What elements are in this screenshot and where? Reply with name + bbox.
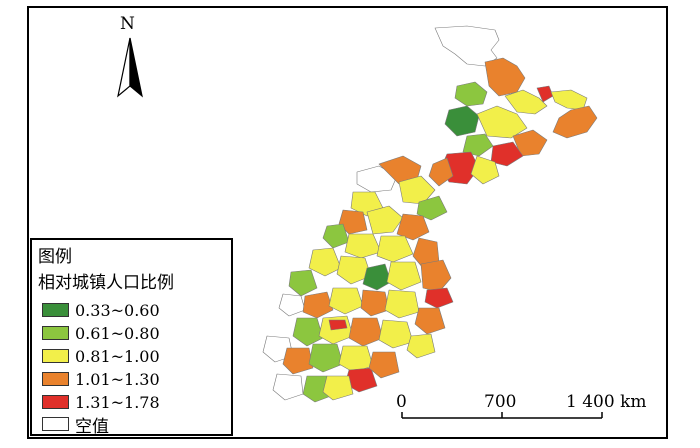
legend-item-label: 0.61~0.80 [75,323,160,343]
region-ne-darkgreen-1 [444,105,480,137]
region-c-yellow-4 [328,287,364,315]
region-nc-yellow-4 [344,233,382,259]
legend-item-label: 1.01~1.30 [75,369,160,389]
region-c-yellow-5 [384,289,420,319]
region-nc-orange-1 [378,155,422,185]
region-c-orange-1 [420,259,452,293]
legend-item-label: 空值 [75,416,109,437]
region-ne-yellow-4 [470,155,500,185]
scale-label-0: 0 [396,392,407,412]
legend-subtitle: 相对城镇人口比例 [38,273,174,293]
region-c-yellow-1 [308,247,342,277]
legend-item: 空值 [42,414,109,437]
region-s-red-1 [328,319,348,331]
scale-label-1400: 1 400 km [566,392,647,412]
region-c-orange-4 [414,307,446,335]
scale-label-700: 700 [484,392,517,412]
north-arrow-label: N [120,14,135,34]
region-ne-yellow-3 [476,105,528,139]
legend-swatch [42,349,69,363]
legend-item: 0.61~0.80 [42,323,160,343]
region-s-yellow-3 [406,333,436,359]
region-s-yellow-5 [322,375,354,401]
region-nc-yellow-3 [366,205,404,235]
legend-item: 0.81~1.00 [42,346,160,366]
region-c-green-1 [288,269,318,297]
region-s-yellow-2 [378,319,414,349]
region-s-orange-1 [348,317,384,347]
region-c-white-1 [278,293,306,317]
region-c-darkgreen-1 [362,263,392,291]
region-s-orange-2 [282,347,314,375]
region-c-orange-3 [360,289,390,317]
region-c-yellow-2 [336,255,372,285]
region-s-white-2 [272,373,304,401]
region-ne-orange-4 [428,157,454,187]
region-s-green-1 [292,317,324,347]
north-arrow-icon [117,37,143,98]
legend-swatch [42,303,69,317]
region-nc-yellow-5 [376,235,414,263]
legend-title: 图例 [38,247,72,267]
legend-item: 1.01~1.30 [42,369,160,389]
region-s-green-3 [302,375,332,403]
region-nc-orange-2 [338,209,368,235]
map-legend: 图例 相对城镇人口比例 0.33~0.60 0.61~0.80 0.81~1.0… [30,238,233,437]
region-nc-white-1 [356,165,398,193]
scale-bar [401,412,603,419]
legend-item: 0.33~0.60 [42,300,160,320]
region-nc-green-1 [416,195,448,221]
region-nc-yellow-1 [398,175,436,205]
region-ne-orange-1 [484,57,526,97]
region-c-red-1 [424,287,454,309]
region-nc-green-2 [322,223,350,249]
region-ne-green-2 [462,133,494,157]
region-nc-orange-3 [396,213,430,241]
region-s-orange-3 [368,351,400,379]
legend-item-label: 0.81~1.00 [75,346,160,366]
legend-item-label: 1.31~1.78 [75,392,160,412]
region-ne-yellow-1 [504,89,548,115]
region-ne-orange-2 [552,105,598,139]
legend-item: 1.31~1.78 [42,392,160,412]
region-c-yellow-3 [386,261,422,291]
legend-swatch [42,417,69,431]
legend-swatch [42,395,69,409]
region-ne-green-1 [454,81,488,107]
legend-swatch [42,372,69,386]
region-ne-red-2 [490,141,524,167]
choropleth-map [262,25,598,403]
region-ne-yellow-2 [550,89,588,111]
region-s-green-2 [308,343,344,373]
legend-swatch [42,326,69,340]
region-c-orange-2 [302,291,334,319]
region-northeast-blank [434,25,500,67]
legend-item-label: 0.33~0.60 [75,300,160,320]
